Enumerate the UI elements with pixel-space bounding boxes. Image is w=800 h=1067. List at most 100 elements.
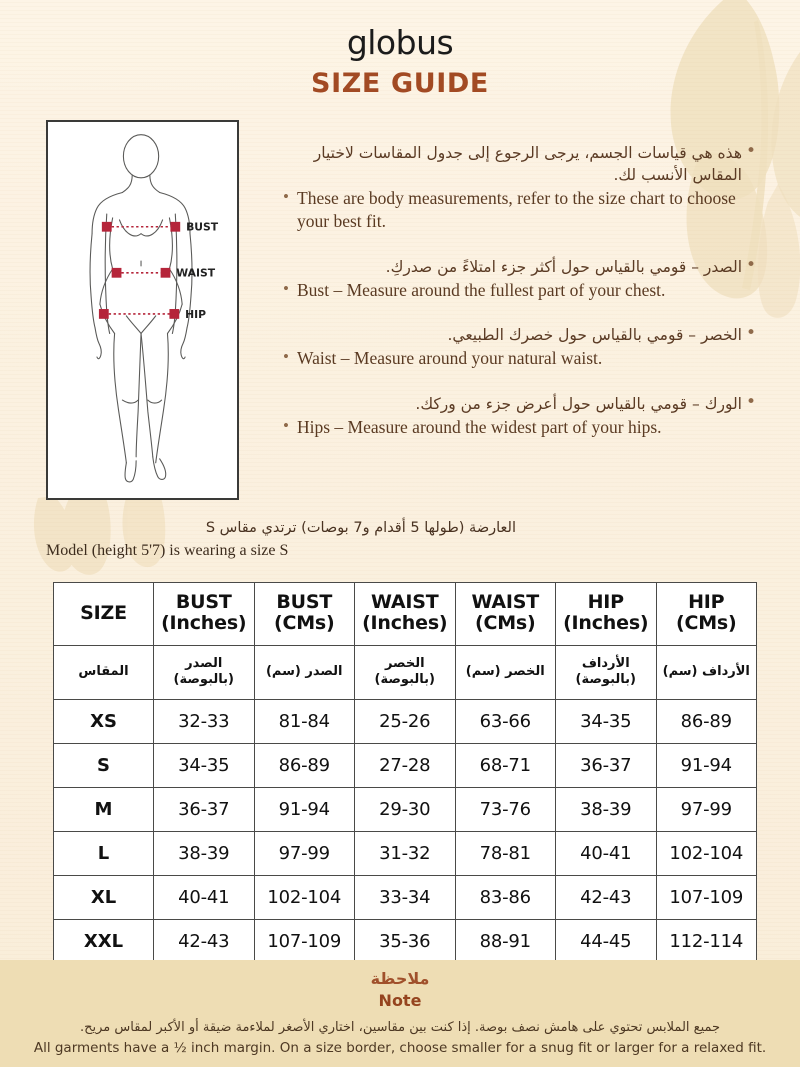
cell-bust-cms: 97-99 (253, 831, 355, 877)
col-header-ar-waist-cms: الخصر (سم) (454, 645, 556, 701)
bullet-waist-en: • Waist – Measure around your natural wa… (283, 347, 756, 370)
cell-size: XL (53, 875, 154, 921)
cell-bust-cms: 86-89 (253, 743, 355, 789)
note-body-ar: جميع الملابس تحتوي على هامش نصف بوصة. إذ… (79, 1020, 721, 1036)
cell-waist-cms: 73-76 (454, 787, 556, 833)
table-row: L 38-39 97-99 31-32 78-81 40-41 102-104 (53, 831, 757, 877)
measurement-instructions: • هذه هي قياسات الجسم، يرجى الرجوع إلى ج… (283, 120, 756, 440)
bullet-group-bust: • الصدر – قومي بالقياس حول أكثر جزء امتل… (283, 254, 756, 302)
cell-hip-cms: 107-109 (655, 875, 757, 921)
bullet-dot-icon: • (283, 278, 289, 298)
cell-bust-cms: 102-104 (253, 875, 355, 921)
cell-bust-inches: 42-43 (153, 919, 255, 965)
cell-waist-cms: 83-86 (454, 875, 556, 921)
cell-bust-inches: 38-39 (153, 831, 255, 877)
cell-waist-cms: 78-81 (454, 831, 556, 877)
cell-bust-inches: 32-33 (153, 699, 255, 745)
cell-bust-inches: 36-37 (153, 787, 255, 833)
cell-waist-inches: 31-32 (354, 831, 456, 877)
table-row: XL 40-41 102-104 33-34 83-86 42-43 107-1… (53, 875, 757, 921)
table-row: XXL 42-43 107-109 35-36 88-91 44-45 112-… (53, 919, 757, 965)
bullet-hips-ar: • الورك – قومي بالقياس حول أعرض جزء من و… (283, 392, 756, 415)
cell-hip-cms: 91-94 (655, 743, 757, 789)
bullet-bust-ar: • الصدر – قومي بالقياس حول أكثر جزء امتل… (283, 254, 756, 278)
bullet-dot-icon: • (283, 187, 289, 206)
brand-logo: globus (346, 23, 454, 62)
cell-waist-inches: 25-26 (354, 699, 456, 745)
col-header-waist-inches: WAIST (Inches) (354, 581, 456, 647)
size-chart-table: SIZE BUST (Inches) BUST (CMs) WAIST (Inc… (53, 581, 757, 965)
col-header-hip-cms: HIP (CMs) (655, 581, 757, 647)
cell-hip-cms: 97-99 (655, 787, 757, 833)
footer-note-band: ملاحظة Note جميع الملابس تحتوي على هامش … (0, 960, 800, 1067)
bullet-group-intro: • هذه هي قياسات الجسم، يرجى الرجوع إلى ج… (283, 141, 756, 233)
cell-waist-inches: 29-30 (354, 787, 456, 833)
cell-waist-inches: 35-36 (354, 919, 456, 965)
cell-waist-inches: 27-28 (354, 743, 456, 789)
table-header-row-en: SIZE BUST (Inches) BUST (CMs) WAIST (Inc… (53, 581, 757, 647)
cell-hip-inches: 44-45 (555, 919, 657, 965)
bullet-dot-icon: • (745, 254, 756, 275)
cell-waist-cms: 63-66 (454, 699, 556, 745)
cell-bust-inches: 34-35 (153, 743, 255, 789)
intro-section: BUST WAIST HIP • هذه هي قياسات الجسم، ير… (0, 120, 800, 500)
page-header: globus SIZE GUIDE (0, 0, 800, 97)
bullet-intro-ar: • هذه هي قياسات الجسم، يرجى الرجوع إلى ج… (283, 141, 756, 186)
cell-hip-cms: 112-114 (655, 919, 757, 965)
table-row: M 36-37 91-94 29-30 73-76 38-39 97-99 (53, 787, 757, 833)
cell-hip-cms: 86-89 (655, 699, 757, 745)
bullet-waist-ar-text: الخصر – قومي بالقياس حول خصرك الطبيعي. (447, 326, 742, 345)
cell-hip-cms: 102-104 (655, 831, 757, 877)
figure-label-hip: HIP (185, 308, 206, 321)
bullet-hips-ar-text: الورك – قومي بالقياس حول أعرض جزء من ورك… (415, 395, 742, 413)
cell-hip-inches: 36-37 (555, 743, 657, 789)
col-header-hip-inches: HIP (Inches) (555, 581, 657, 647)
col-header-waist-cms: WAIST (CMs) (454, 581, 556, 647)
bullet-waist-ar: • الخصر – قومي بالقياس حول خصرك الطبيعي. (283, 324, 756, 346)
cell-bust-cms: 91-94 (253, 787, 355, 833)
col-header-size: SIZE (53, 581, 154, 647)
cell-hip-inches: 42-43 (555, 875, 657, 921)
model-note-en: Model (height 5'7) is wearing a size S (46, 542, 289, 560)
bullet-intro-en-text: These are body measurements, refer to th… (297, 188, 736, 231)
cell-size: S (53, 743, 154, 789)
figure-label-waist: WAIST (176, 267, 215, 280)
bullet-dot-icon: • (745, 141, 756, 161)
cell-size: L (53, 831, 154, 877)
cell-waist-inches: 33-34 (354, 875, 456, 921)
col-header-ar-size: المقاس (53, 645, 154, 701)
bullet-dot-icon: • (745, 392, 756, 412)
cell-waist-cms: 68-71 (454, 743, 556, 789)
bullet-group-waist: • الخصر – قومي بالقياس حول خصرك الطبيعي.… (283, 324, 756, 370)
cell-size: XS (53, 699, 154, 745)
col-header-bust-inches: BUST (Inches) (153, 581, 255, 647)
page-title: SIZE GUIDE (311, 68, 489, 99)
cell-bust-inches: 40-41 (153, 875, 255, 921)
note-heading-en: Note (378, 991, 422, 1011)
bullet-bust-ar-text: الصدر – قومي بالقياس حول أكثر جزء امتلاء… (385, 257, 742, 276)
bullet-bust-en-text: Bust – Measure around the fullest part o… (297, 279, 666, 300)
bullet-waist-en-text: Waist – Measure around your natural wais… (297, 348, 603, 369)
table-header-row-ar: المقاس الصدر (بالبوصة) الصدر (سم) الخصر … (53, 645, 757, 701)
size-chart-container: SIZE BUST (Inches) BUST (CMs) WAIST (Inc… (53, 581, 757, 965)
cell-hip-inches: 38-39 (555, 787, 657, 833)
bullet-bust-en: • Bust – Measure around the fullest part… (283, 279, 756, 302)
cell-hip-inches: 40-41 (555, 831, 657, 877)
bullet-dot-icon: • (745, 323, 756, 344)
bullet-hips-en: • Hips – Measure around the widest part … (283, 416, 756, 439)
cell-size: M (53, 787, 154, 833)
table-row: S 34-35 86-89 27-28 68-71 36-37 91-94 (53, 743, 757, 789)
cell-waist-cms: 88-91 (454, 919, 556, 965)
bullet-intro-ar-text: هذه هي قياسات الجسم، يرجى الرجوع إلى جدو… (313, 144, 742, 184)
bullet-group-hips: • الورك – قومي بالقياس حول أعرض جزء من و… (283, 392, 756, 439)
cell-hip-inches: 34-35 (555, 699, 657, 745)
col-header-ar-bust-cms: الصدر (سم) (253, 645, 355, 701)
col-header-ar-hip-inches: الأرداف (بالبوصة) (555, 645, 657, 701)
table-row: XS 32-33 81-84 25-26 63-66 34-35 86-89 (53, 699, 757, 745)
figure-label-bust: BUST (186, 221, 219, 234)
bullet-intro-en: • These are body measurements, refer to … (283, 187, 756, 233)
col-header-bust-cms: BUST (CMs) (253, 581, 355, 647)
bullet-hips-en-text: Hips – Measure around the widest part of… (297, 417, 662, 437)
bullet-dot-icon: • (283, 347, 289, 367)
